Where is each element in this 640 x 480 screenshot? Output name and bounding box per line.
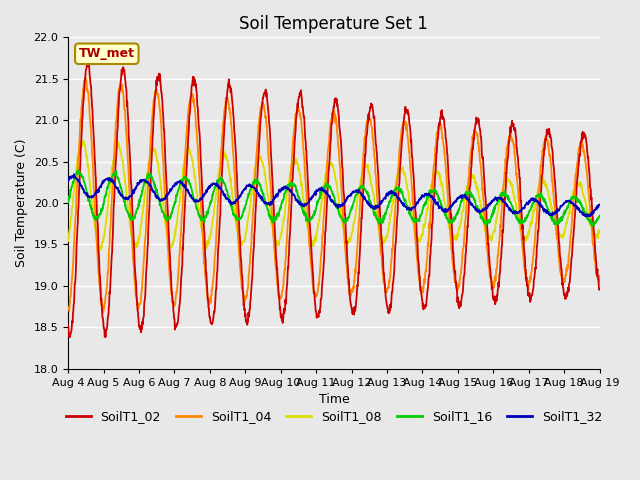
Title: Soil Temperature Set 1: Soil Temperature Set 1 — [239, 15, 428, 33]
Text: TW_met: TW_met — [79, 47, 135, 60]
Y-axis label: Soil Temperature (C): Soil Temperature (C) — [15, 139, 28, 267]
Legend: SoilT1_02, SoilT1_04, SoilT1_08, SoilT1_16, SoilT1_32: SoilT1_02, SoilT1_04, SoilT1_08, SoilT1_… — [61, 406, 607, 429]
X-axis label: Time: Time — [319, 393, 349, 406]
